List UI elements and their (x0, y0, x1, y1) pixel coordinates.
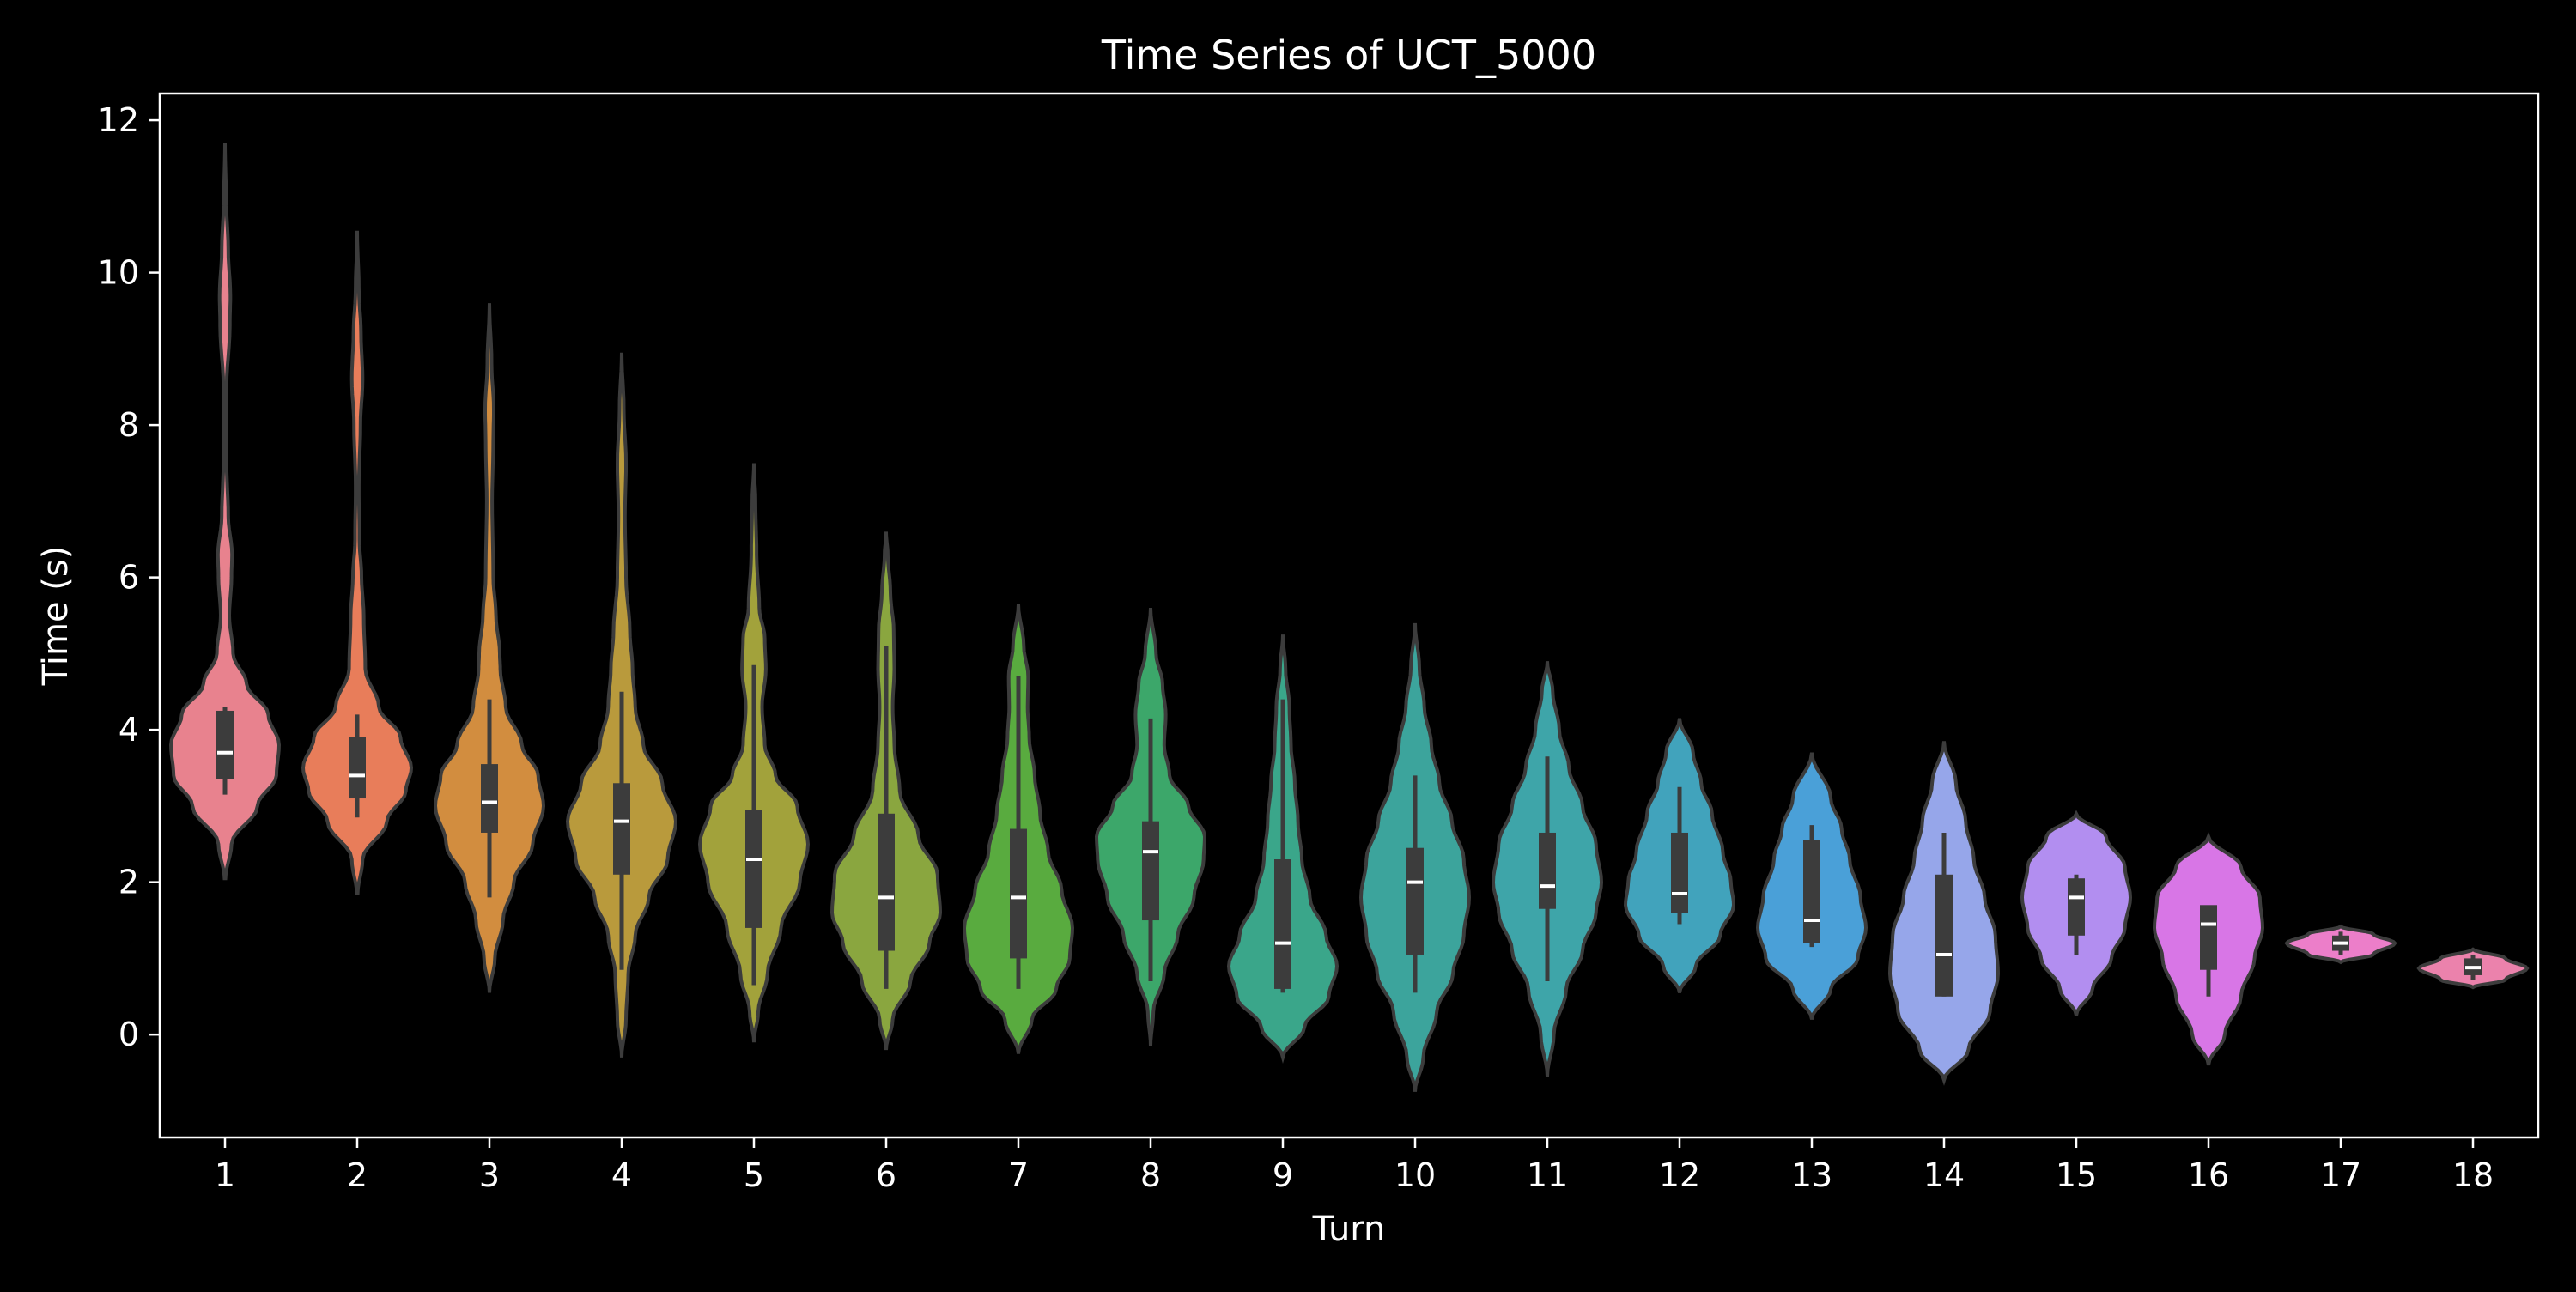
x-tick-label: 6 (876, 1156, 896, 1194)
y-axis: 0 2 4 6 8 10 12 (98, 101, 160, 1053)
violin-turn-7 (962, 604, 1075, 1054)
violin-turn-10 (1358, 622, 1472, 1092)
x-tick-label: 17 (2320, 1156, 2361, 1194)
x-tick-label: 13 (1791, 1156, 1832, 1194)
violin-turn-17 (2284, 924, 2397, 965)
violin-turn-8 (1094, 608, 1207, 1046)
x-tick-label: 9 (1273, 1156, 1293, 1194)
x-tick-label: 14 (1923, 1156, 1965, 1194)
violin-iqr-box (878, 813, 895, 951)
violin-iqr-box (481, 764, 498, 833)
y-tick-label: 8 (118, 406, 139, 444)
violin-turn-16 (2152, 832, 2265, 1066)
violin-body (168, 143, 282, 881)
violin-iqr-box (1010, 828, 1027, 959)
violin-turn-5 (697, 463, 811, 1043)
violin-turn-14 (1887, 741, 2001, 1086)
violin-iqr-box (1803, 840, 1820, 943)
violins-layer (168, 143, 2530, 1092)
x-tick-label: 1 (215, 1156, 235, 1194)
violin-body (433, 303, 546, 993)
x-axis-label: Turn (1312, 1210, 1386, 1249)
violin-iqr-box (216, 710, 234, 779)
x-tick-label: 2 (347, 1156, 368, 1194)
violin-iqr-box (1539, 832, 1556, 909)
violin-turn-15 (2020, 810, 2133, 1016)
x-tick-label: 5 (744, 1156, 764, 1194)
violin-turn-9 (1226, 634, 1340, 1065)
violin-turn-18 (2416, 947, 2530, 990)
violin-turn-6 (829, 531, 943, 1051)
violin-iqr-box (1142, 821, 1159, 921)
x-tick-label: 3 (479, 1156, 500, 1194)
violin-iqr-box (2200, 905, 2217, 970)
y-tick-label: 0 (118, 1016, 139, 1053)
y-tick-label: 6 (118, 559, 139, 597)
x-tick-label: 12 (1659, 1156, 1700, 1194)
plot-frame (158, 92, 2540, 1139)
chart-title: Time Series of UCT_5000 (1101, 32, 1596, 78)
x-tick-label: 8 (1140, 1156, 1161, 1194)
violin-iqr-box (613, 783, 630, 875)
violin-iqr-box (1406, 847, 1424, 955)
x-tick-label: 4 (611, 1156, 632, 1194)
violin-turn-3 (433, 303, 546, 993)
violin-turn-2 (301, 230, 414, 895)
y-tick-label: 4 (118, 711, 139, 749)
violin-turn-11 (1491, 661, 1604, 1077)
violin-iqr-box (1671, 832, 1688, 913)
x-axis: 1 2 3 4 5 6 7 8 9 10 11 12 13 14 15 16 17 18 (215, 1137, 2494, 1194)
x-tick-label: 18 (2452, 1156, 2494, 1194)
violin-iqr-box (1935, 874, 1953, 997)
y-axis-label: Time (s) (36, 546, 76, 687)
violin-turn-1 (168, 143, 282, 881)
violin-turn-12 (1623, 718, 1736, 993)
violin-body (301, 230, 414, 895)
x-tick-label: 11 (1527, 1156, 1568, 1194)
violin-iqr-box (745, 810, 762, 928)
x-tick-label: 10 (1394, 1156, 1436, 1194)
x-tick-label: 7 (1008, 1156, 1029, 1194)
x-tick-label: 16 (2188, 1156, 2229, 1194)
violin-iqr-box (1274, 859, 1291, 989)
violin-iqr-box (349, 737, 366, 799)
violin-turn-13 (1755, 752, 1868, 1020)
violin-turn-4 (565, 352, 678, 1058)
x-tick-label: 15 (2056, 1156, 2097, 1194)
violin-iqr-box (2068, 878, 2085, 936)
y-tick-label: 10 (98, 254, 139, 292)
y-tick-label: 12 (98, 101, 139, 139)
y-tick-label: 2 (118, 864, 139, 901)
